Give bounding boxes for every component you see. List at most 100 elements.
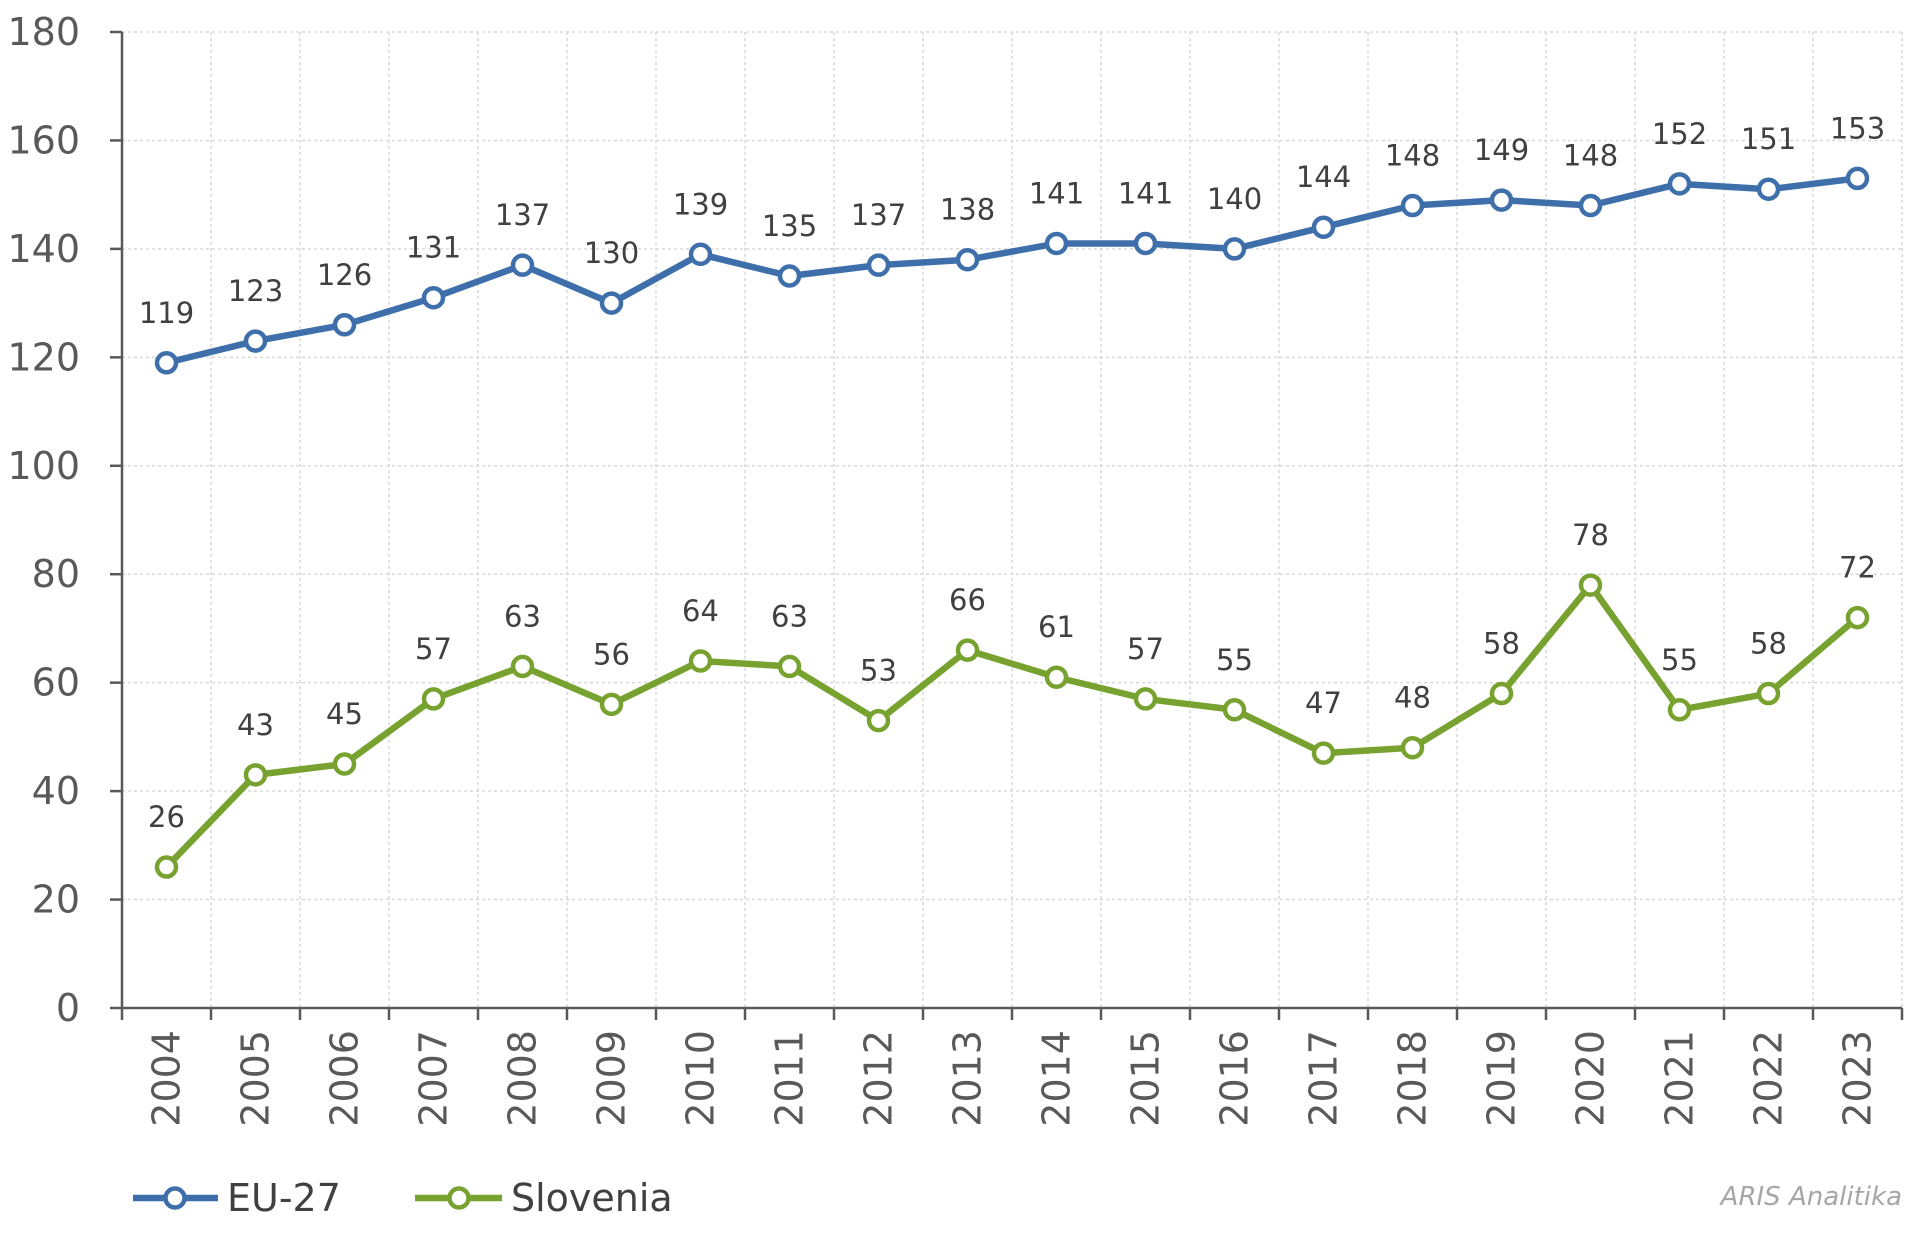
- data-label: 130: [584, 236, 639, 270]
- data-label: 48: [1394, 681, 1431, 715]
- source-note: ARIS Analitika: [1719, 1182, 1902, 1212]
- y-tick-label: 100: [7, 444, 80, 488]
- data-point: [1578, 193, 1603, 218]
- x-tick-label: 2007: [412, 1030, 456, 1127]
- data-point: [1222, 698, 1247, 722]
- x-tick-label: 2012: [857, 1030, 901, 1127]
- data-point: [1578, 573, 1603, 597]
- data-point: [1133, 231, 1158, 256]
- data-label: 151: [1741, 122, 1796, 156]
- x-tick-label: 2020: [1569, 1030, 1613, 1127]
- data-label: 152: [1652, 117, 1707, 151]
- x-tick-label: 2018: [1391, 1030, 1435, 1127]
- axes: 0 20 40 60 80 100 120 140 160 180 2004 2005 2006 2007…: [7, 10, 1904, 1127]
- x-tick-label: 2023: [1836, 1030, 1880, 1127]
- legend: EU-27 Slovenia: [133, 1176, 673, 1220]
- x-tick-label: 2006: [323, 1030, 367, 1127]
- data-label: 138: [940, 193, 995, 227]
- data-label: 58: [1483, 627, 1520, 661]
- data-label: 58: [1750, 627, 1787, 661]
- data-point: [243, 763, 268, 787]
- legend-swatch-marker: [163, 1186, 187, 1210]
- x-tick-label: 2009: [590, 1030, 634, 1127]
- data-label: 119: [139, 296, 194, 330]
- data-label: 137: [851, 198, 906, 232]
- data-label: 140: [1207, 182, 1262, 216]
- data-point: [866, 253, 891, 277]
- data-label: 135: [762, 209, 817, 243]
- x-tick-label: 2015: [1124, 1030, 1168, 1127]
- x-tick-label: 2022: [1747, 1030, 1791, 1127]
- data-label: 26: [148, 800, 185, 834]
- x-tick-label: 2019: [1480, 1030, 1524, 1127]
- y-tick-label: 60: [32, 661, 80, 705]
- data-point: [1489, 681, 1514, 706]
- data-point: [1845, 166, 1870, 191]
- legend-label: Slovenia: [511, 1176, 673, 1220]
- data-label: 55: [1216, 643, 1253, 677]
- data-label: 61: [1038, 610, 1075, 644]
- x-tick-label: 2016: [1213, 1030, 1257, 1127]
- data-point: [154, 351, 179, 375]
- data-label: 123: [228, 274, 283, 308]
- legend-label: EU-27: [227, 1176, 341, 1220]
- data-label: 63: [771, 599, 808, 633]
- data-labels: 119 123 126 131 137 130 139 135 137 138 141 141 140 1…: [139, 111, 1885, 834]
- data-label: 56: [593, 637, 630, 671]
- data-point: [1133, 687, 1158, 711]
- data-point: [1667, 172, 1692, 196]
- data-point: [1756, 681, 1781, 706]
- data-point: [866, 708, 891, 733]
- data-label: 53: [860, 654, 897, 688]
- x-tick-label: 2010: [679, 1030, 723, 1127]
- data-point: [599, 692, 624, 717]
- data-label: 153: [1830, 111, 1885, 145]
- x-tick-label: 2008: [501, 1030, 545, 1127]
- y-tick-label: 80: [32, 552, 80, 596]
- x-tick-label: 2014: [1035, 1030, 1079, 1127]
- data-point: [421, 285, 446, 310]
- data-label: 47: [1305, 686, 1342, 720]
- data-point: [332, 752, 357, 776]
- data-label: 139: [673, 187, 728, 221]
- data-point: [1400, 735, 1425, 760]
- data-label: 78: [1572, 518, 1609, 552]
- data-label: 141: [1118, 176, 1173, 210]
- data-label: 149: [1474, 133, 1529, 167]
- data-point: [777, 654, 802, 679]
- data-point: [955, 247, 980, 272]
- data-point: [1222, 237, 1247, 261]
- x-tick-label: 2011: [768, 1030, 812, 1127]
- data-label: 148: [1385, 139, 1440, 173]
- data-label: 63: [504, 599, 541, 633]
- data-label: 144: [1296, 160, 1351, 194]
- data-point: [154, 855, 179, 879]
- data-label: 57: [415, 632, 452, 666]
- data-label: 137: [495, 198, 550, 232]
- series-line-0: [165, 175, 1858, 366]
- x-tick-label: 2013: [946, 1030, 990, 1127]
- data-point: [1845, 605, 1870, 630]
- data-point: [332, 313, 357, 337]
- data-point: [1400, 193, 1425, 218]
- y-tick-label: 140: [7, 227, 80, 271]
- y-tick-label: 20: [32, 878, 80, 922]
- data-point: [777, 264, 802, 288]
- data-label: 66: [949, 583, 986, 617]
- x-tick-label: 2021: [1658, 1030, 1702, 1127]
- data-point: [688, 649, 713, 673]
- data-label: 131: [406, 231, 461, 265]
- y-tick-label: 120: [7, 335, 80, 379]
- x-tick-label: 2004: [145, 1030, 189, 1127]
- data-label: 126: [317, 258, 372, 292]
- data-label: 148: [1563, 139, 1618, 173]
- y-tick-label: 40: [32, 769, 80, 813]
- data-label: 141: [1029, 176, 1084, 210]
- data-point: [243, 329, 268, 353]
- data-point: [1756, 177, 1781, 201]
- data-point: [1489, 188, 1514, 212]
- data-label: 57: [1127, 632, 1164, 666]
- data-point: [421, 687, 446, 711]
